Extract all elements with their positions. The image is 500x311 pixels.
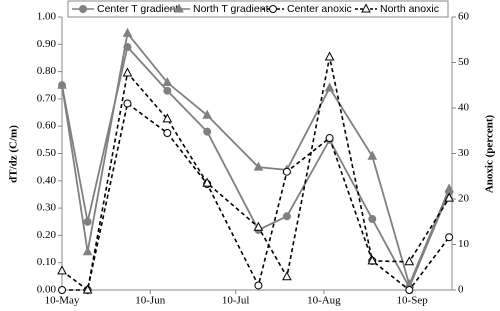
legend-box: [67, 0, 449, 18]
marker: [122, 67, 133, 77]
marker: [57, 265, 67, 275]
marker: [203, 127, 212, 136]
y2-tick-label: 0: [458, 284, 464, 296]
y-tick-label: 0.60: [37, 120, 57, 132]
y-tick-label: 0.00: [37, 284, 57, 296]
y-tick-label: 0.70: [37, 92, 57, 104]
legend-marker: [361, 3, 371, 13]
marker: [324, 82, 335, 92]
marker: [58, 286, 66, 294]
marker: [254, 281, 263, 290]
legend-label: North anoxic: [380, 3, 439, 15]
marker: [82, 246, 93, 256]
marker: [368, 215, 377, 224]
marker: [282, 271, 292, 281]
marker: [163, 129, 172, 138]
marker: [122, 27, 133, 37]
y2-tick-label: 10: [458, 238, 470, 250]
legend-label: Center anoxic: [287, 3, 352, 15]
legend-marker: [174, 3, 184, 13]
marker: [163, 86, 172, 95]
marker: [162, 113, 173, 123]
series-line: [62, 102, 450, 292]
marker: [282, 167, 291, 176]
y-tick-label: 0.20: [37, 229, 57, 241]
x-tick-label: 10-Jun: [135, 295, 165, 307]
y2-tick-label: 20: [458, 193, 470, 205]
marker: [83, 217, 92, 226]
y-tick-label: 0.10: [37, 256, 57, 268]
marker: [202, 109, 213, 119]
legend-label: North T gradient: [193, 3, 269, 15]
y-tick-label: 0.80: [37, 65, 57, 77]
y-tick-label: 0.40: [37, 174, 57, 186]
marker: [325, 134, 334, 143]
marker: [57, 79, 67, 89]
marker: [444, 192, 454, 202]
y2-tick-label: 30: [458, 147, 470, 159]
marker: [253, 221, 264, 231]
marker: [162, 76, 173, 87]
y-tick-label: 0.90: [37, 38, 57, 50]
y-tick-label: 1.00: [37, 11, 57, 23]
marker: [123, 99, 132, 108]
y-axis-title: dT/dz (C/m): [8, 125, 20, 183]
marker: [82, 284, 93, 294]
marker: [444, 183, 454, 193]
series-line: [61, 31, 450, 288]
marker: [405, 286, 414, 294]
x-tick-label: 10-Jul: [222, 295, 250, 307]
y-tick-label: 0.50: [37, 147, 57, 159]
marker: [324, 51, 335, 61]
marker: [367, 255, 378, 265]
marker: [202, 177, 213, 187]
x-tick-label: 10-Aug: [307, 295, 341, 307]
x-tick-label: 10-Sep: [397, 295, 429, 307]
marker: [445, 233, 454, 242]
y2-tick-label: 60: [458, 11, 470, 23]
x-tick-label: 10-May: [45, 295, 80, 307]
y2-tick-label: 50: [458, 56, 470, 68]
marker: [253, 161, 264, 171]
marker: [282, 212, 291, 221]
y-tick-label: 0.30: [37, 202, 57, 214]
y2-axis-title: Anoxic (percent): [484, 115, 496, 194]
marker: [367, 150, 378, 160]
legend-marker: [269, 5, 277, 13]
y2-tick-label: 40: [458, 102, 470, 114]
legend-marker: [79, 5, 87, 13]
legend-label: Center T gradient: [97, 3, 178, 15]
marker: [404, 256, 415, 266]
